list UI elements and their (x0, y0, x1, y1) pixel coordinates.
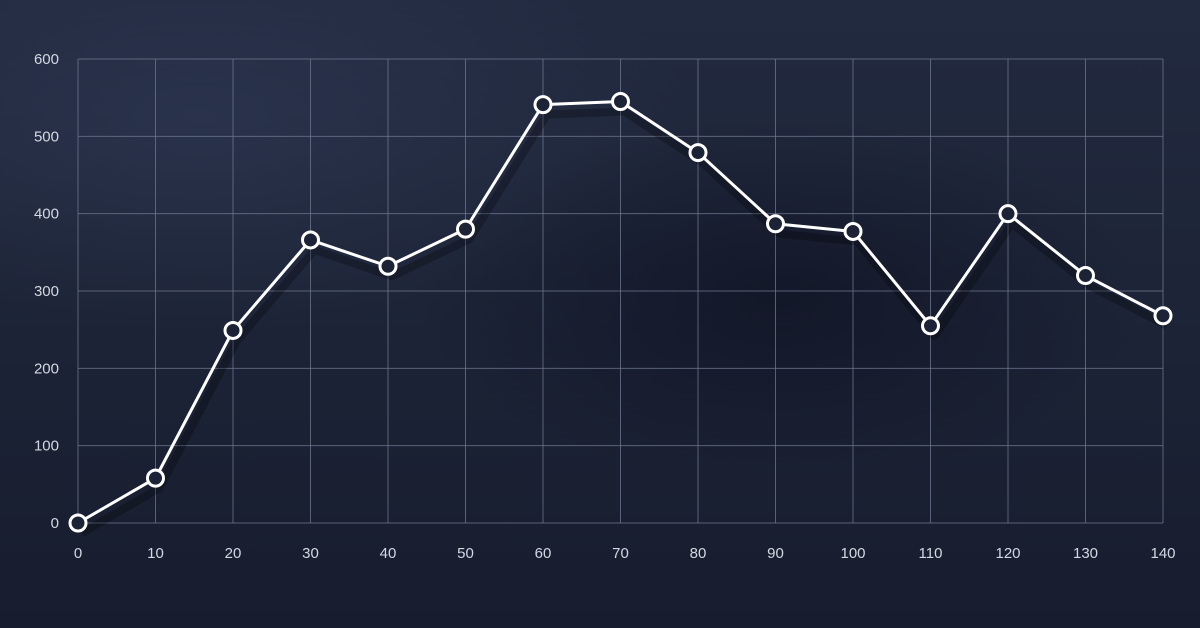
data-point (533, 95, 553, 115)
grid (77, 58, 1164, 524)
x-tick-label: 10 (147, 545, 164, 562)
data-point (146, 468, 165, 488)
y-tick-label: 200 (34, 360, 59, 377)
data-point (998, 204, 1018, 224)
x-tick-label: 20 (225, 545, 242, 562)
x-axis-ticks: 0 10 20 30 40 50 60 70 80 90 100 110 120 130 140 (74, 545, 1176, 562)
y-tick-label: 500 (34, 128, 59, 145)
data-point (1076, 266, 1095, 286)
x-tick-label: 130 (1073, 545, 1098, 562)
x-tick-label: 50 (457, 545, 474, 562)
series-group (68, 92, 1173, 537)
x-tick-label: 110 (919, 545, 943, 562)
x-tick-label: 120 (995, 545, 1020, 562)
data-point (68, 513, 88, 533)
x-tick-label: 30 (302, 545, 319, 562)
data-point (378, 256, 398, 276)
y-tick-label: 100 (34, 438, 59, 455)
x-tick-label: 90 (767, 545, 784, 562)
y-tick-label: 300 (34, 283, 59, 300)
y-axis-ticks: 0 100 200 300 400 500 600 (34, 51, 59, 532)
x-tick-label: 140 (1150, 545, 1175, 562)
data-point (843, 221, 863, 241)
y-tick-label: 0 (51, 515, 59, 532)
x-tick-label: 40 (380, 545, 397, 562)
data-point (1153, 306, 1173, 326)
data-point (611, 92, 630, 112)
data-point (456, 219, 475, 239)
data-point (688, 143, 708, 163)
y-tick-label: 400 (34, 206, 59, 223)
x-tick-label: 70 (612, 545, 629, 562)
x-tick-label: 0 (74, 545, 82, 562)
data-point (301, 230, 320, 250)
data-point (223, 320, 243, 340)
series-line-shadow (79, 107, 1169, 537)
data-point (766, 214, 785, 234)
x-tick-label: 60 (535, 545, 552, 562)
data-point (921, 316, 940, 336)
y-tick-label: 600 (34, 51, 59, 68)
x-tick-label: 80 (690, 545, 707, 562)
x-tick-label: 100 (840, 545, 865, 562)
